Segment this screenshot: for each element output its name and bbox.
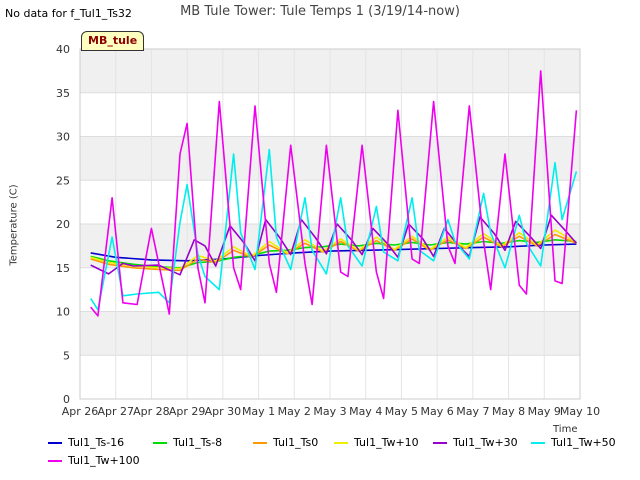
x-tick-label: May 6 xyxy=(421,405,454,418)
series-line-Tul1_Tw+50 xyxy=(90,148,578,311)
legend-item: Tul1_Tw+10 xyxy=(334,436,419,449)
x-tick-label: May 2 xyxy=(278,405,311,418)
y-tick-label: 0 xyxy=(63,393,70,406)
y-tick-label: 25 xyxy=(56,174,70,187)
plot-frame xyxy=(79,48,581,400)
series-line-Tul1_Tw+100 xyxy=(90,70,578,317)
y-tick-label: 15 xyxy=(56,262,70,275)
legend-label: Tul1_Tw+100 xyxy=(68,454,140,467)
legend-item: Tul1_Tw+100 xyxy=(48,454,140,467)
y-tick-label: 5 xyxy=(63,349,70,362)
legend-label: Tul1_Ts-16 xyxy=(68,436,125,449)
x-tick-label: May 8 xyxy=(492,405,525,418)
x-tick-label: Apr 27 xyxy=(97,405,134,418)
y-axis-label: Temperature (C) xyxy=(8,184,20,266)
legend-swatch xyxy=(531,442,545,444)
x-axis-ticks: Apr 26 Apr 27 Apr 28 Apr 29 Apr 30 May 1 May 2… xyxy=(62,405,600,418)
no-data-note: No data for f_Tul1_Ts32 xyxy=(5,7,132,20)
site-badge: MB_tule xyxy=(81,31,145,51)
y-tick-label: 30 xyxy=(56,131,70,144)
x-tick-label: May 7 xyxy=(456,405,489,418)
x-tick-label: May 1 xyxy=(242,405,275,418)
legend-swatch xyxy=(48,460,62,462)
y-tick-label: 35 xyxy=(56,87,70,100)
y-axis-ticks: 0 5 10 15 20 25 30 35 40 xyxy=(56,43,70,406)
x-tick-label: May 5 xyxy=(385,405,418,418)
x-tick-label: May 3 xyxy=(313,405,346,418)
x-tick-label: Apr 30 xyxy=(205,405,242,418)
y-tick-label: 40 xyxy=(56,43,70,56)
x-axis-label: Time xyxy=(553,424,578,435)
y-tick-label: 20 xyxy=(56,218,70,231)
x-tick-label: Apr 28 xyxy=(133,405,170,418)
legend-item: Tul1_Tw+50 xyxy=(531,436,616,449)
legend-swatch xyxy=(253,442,267,444)
legend-item: Tul1_Ts0 xyxy=(253,436,318,449)
series-lines xyxy=(90,70,578,317)
legend-label: Tul1_Tw+10 xyxy=(354,436,419,449)
x-tick-label: Apr 26 xyxy=(62,405,99,418)
legend-swatch xyxy=(433,442,447,444)
legend-swatch xyxy=(334,442,348,444)
legend-label: Tul1_Ts-8 xyxy=(173,436,223,449)
legend-item: Tul1_Ts-16 xyxy=(48,436,124,449)
legend-swatch xyxy=(153,442,167,444)
x-tick-label: May 9 xyxy=(528,405,561,418)
x-tick-label: May 4 xyxy=(349,405,382,418)
legend-swatch xyxy=(48,442,62,444)
legend-label: Tul1_Tw+50 xyxy=(551,436,616,449)
legend-item: Tul1_Tw+30 xyxy=(433,436,518,449)
legend-item: Tul1_Ts-8 xyxy=(153,436,222,449)
x-tick-label: Apr 29 xyxy=(169,405,206,418)
legend-label: Tul1_Ts0 xyxy=(273,436,319,449)
x-tick-label: May 10 xyxy=(560,405,600,418)
chart-title: MB Tule Tower: Tule Temps 1 (3/19/14-now… xyxy=(180,4,460,19)
y-tick-label: 10 xyxy=(56,306,70,319)
legend-label: Tul1_Tw+30 xyxy=(453,436,518,449)
